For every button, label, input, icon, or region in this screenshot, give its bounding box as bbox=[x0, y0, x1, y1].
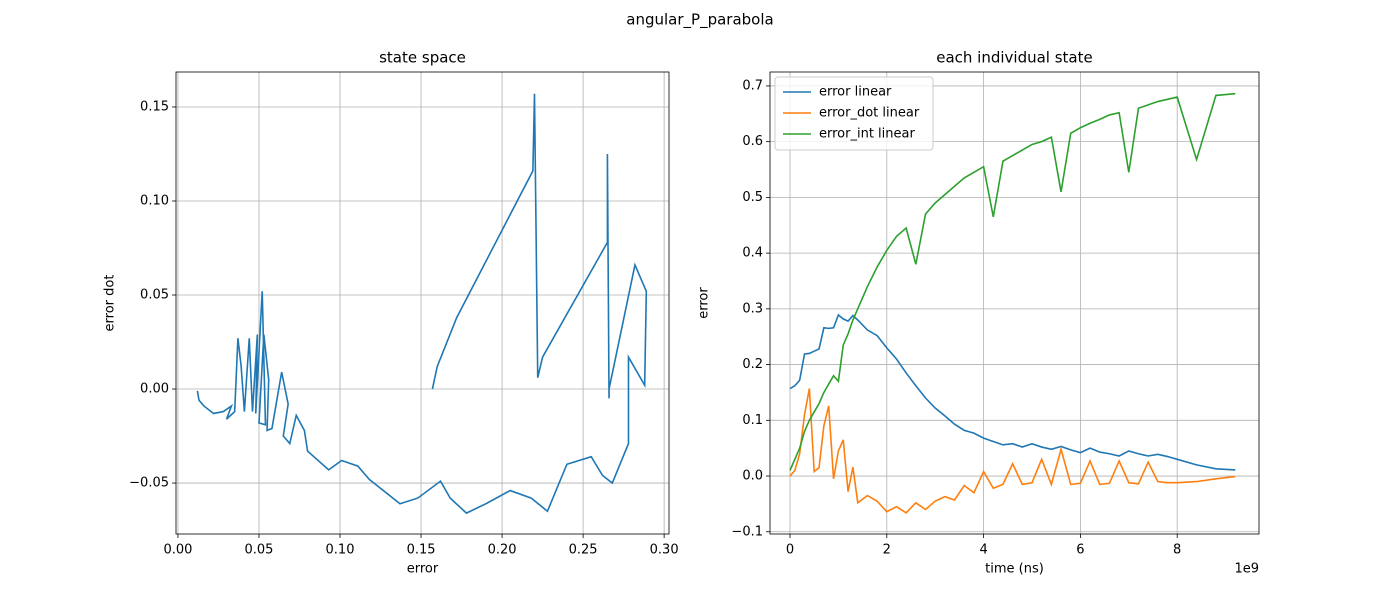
axes-frame bbox=[175, 71, 670, 535]
x-tick-label: 0.05 bbox=[245, 543, 274, 558]
legend-label: error_int linear bbox=[819, 127, 915, 142]
x-offset-label: 1e9 bbox=[1234, 562, 1259, 577]
x-tick-label: 0.00 bbox=[163, 543, 192, 558]
y-tick-label: 0.2 bbox=[742, 357, 763, 372]
y-tick-label: 0.1 bbox=[742, 413, 763, 428]
y-axis-label: error dot bbox=[103, 275, 118, 332]
x-tick-label: 0.20 bbox=[488, 543, 517, 558]
figure-title: angular_P_parabola bbox=[626, 11, 773, 30]
y-tick-label: 0.0 bbox=[742, 469, 763, 484]
x-tick-label: 0.10 bbox=[326, 543, 355, 558]
y-tick-label: 0.3 bbox=[742, 301, 763, 316]
data-line bbox=[789, 313, 1236, 471]
y-tick-label: −0.1 bbox=[731, 524, 763, 539]
y-tick-label: 0.00 bbox=[140, 382, 169, 397]
legend-label: error_dot linear bbox=[819, 106, 920, 121]
y-tick-label: −0.05 bbox=[129, 476, 169, 491]
y-tick-label: 0.5 bbox=[742, 190, 763, 205]
data-line bbox=[789, 388, 1236, 514]
axes-frame bbox=[769, 71, 1260, 535]
x-axis-label: error bbox=[407, 562, 439, 577]
x-tick-label: 0.25 bbox=[569, 543, 598, 558]
axes-title: each individual state bbox=[936, 49, 1093, 67]
x-tick-label: 0.30 bbox=[650, 543, 679, 558]
x-tick-label: 6 bbox=[1076, 543, 1084, 558]
y-tick-label: 0.15 bbox=[140, 99, 169, 114]
y-tick-label: 0.6 bbox=[742, 134, 763, 149]
x-axis-label: time (ns) bbox=[985, 562, 1044, 577]
data-line bbox=[196, 93, 648, 515]
legend-box bbox=[774, 76, 934, 151]
x-tick-label: 0 bbox=[786, 543, 794, 558]
axes-title: state space bbox=[379, 49, 466, 67]
x-tick-label: 2 bbox=[883, 543, 891, 558]
y-tick-label: 0.10 bbox=[140, 193, 169, 208]
x-tick-label: 0.15 bbox=[407, 543, 436, 558]
x-tick-label: 4 bbox=[979, 543, 987, 558]
x-tick-label: 8 bbox=[1173, 543, 1181, 558]
data-line bbox=[789, 92, 1236, 471]
y-axis-label: error bbox=[697, 287, 712, 319]
y-tick-label: 0.4 bbox=[742, 246, 763, 261]
y-tick-label: 0.7 bbox=[742, 78, 763, 93]
y-tick-label: 0.05 bbox=[140, 288, 169, 303]
legend-label: error linear bbox=[819, 85, 892, 100]
